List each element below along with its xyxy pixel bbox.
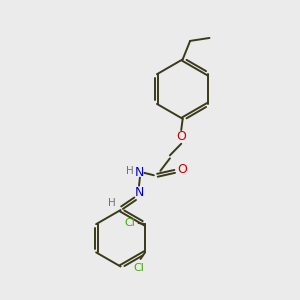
Text: N: N <box>135 167 145 179</box>
Text: O: O <box>177 164 187 176</box>
Text: Cl: Cl <box>124 218 135 228</box>
Text: O: O <box>176 130 186 143</box>
Text: H: H <box>126 167 134 176</box>
Text: N: N <box>134 186 144 199</box>
Text: Cl: Cl <box>134 263 145 273</box>
Text: H: H <box>108 199 116 208</box>
